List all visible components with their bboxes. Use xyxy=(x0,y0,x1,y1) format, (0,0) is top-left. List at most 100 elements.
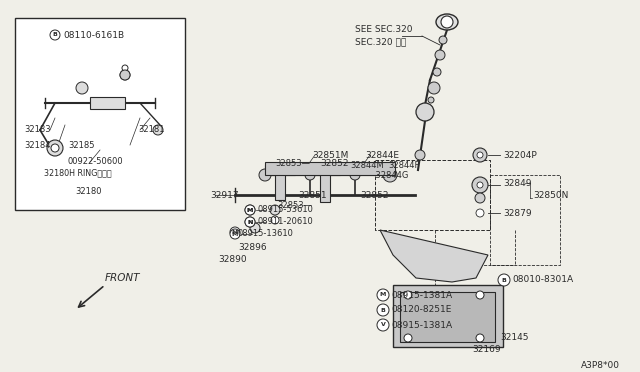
Text: 32204P: 32204P xyxy=(503,151,537,160)
Text: 32849: 32849 xyxy=(503,179,531,187)
Text: 32184: 32184 xyxy=(24,141,51,150)
Circle shape xyxy=(477,152,483,158)
Text: M: M xyxy=(247,208,253,212)
Circle shape xyxy=(476,291,484,299)
Circle shape xyxy=(153,125,163,135)
Polygon shape xyxy=(265,165,295,200)
Text: SEC.320 参照: SEC.320 参照 xyxy=(355,38,406,46)
Circle shape xyxy=(475,193,485,203)
Circle shape xyxy=(472,177,488,193)
Text: 08110-6161B: 08110-6161B xyxy=(63,31,124,39)
Text: FRONT: FRONT xyxy=(105,273,141,283)
Text: 08911-20610: 08911-20610 xyxy=(258,218,314,227)
Circle shape xyxy=(250,223,260,233)
Text: B: B xyxy=(381,308,385,312)
Circle shape xyxy=(383,168,397,182)
Text: 32851: 32851 xyxy=(298,190,326,199)
Text: 08915-1381A: 08915-1381A xyxy=(391,291,452,299)
Circle shape xyxy=(435,50,445,60)
Circle shape xyxy=(433,68,441,76)
Text: 32851M: 32851M xyxy=(312,151,348,160)
Bar xyxy=(400,292,495,342)
Text: 32145: 32145 xyxy=(500,334,529,343)
Text: B: B xyxy=(502,278,506,282)
Circle shape xyxy=(477,182,483,188)
Circle shape xyxy=(122,65,128,71)
Circle shape xyxy=(305,170,315,180)
Text: —32844G: —32844G xyxy=(368,170,410,180)
Circle shape xyxy=(404,334,412,342)
Circle shape xyxy=(416,103,434,121)
Circle shape xyxy=(476,334,484,342)
Bar xyxy=(90,97,125,109)
Text: 32890: 32890 xyxy=(218,256,246,264)
Text: 32844F: 32844F xyxy=(388,160,419,170)
Text: 32896: 32896 xyxy=(238,244,267,253)
Circle shape xyxy=(377,319,389,331)
Circle shape xyxy=(377,304,389,316)
Text: B: B xyxy=(52,32,58,38)
Text: 32917: 32917 xyxy=(210,190,239,199)
Bar xyxy=(393,285,503,347)
Circle shape xyxy=(476,209,484,217)
Circle shape xyxy=(377,289,389,301)
Circle shape xyxy=(50,30,60,40)
Text: M: M xyxy=(232,231,238,237)
Text: 32169: 32169 xyxy=(472,346,500,355)
Polygon shape xyxy=(380,230,488,282)
Text: 08915-1381A: 08915-1381A xyxy=(391,321,452,330)
Text: N: N xyxy=(247,219,253,224)
Text: M: M xyxy=(232,230,238,234)
Text: 32183: 32183 xyxy=(24,125,51,135)
Circle shape xyxy=(441,16,453,28)
Text: 08010-8301A: 08010-8301A xyxy=(512,276,573,285)
Text: SEE SEC.320: SEE SEC.320 xyxy=(355,26,413,35)
Circle shape xyxy=(428,97,434,103)
Text: 32180H RINGリング: 32180H RINGリング xyxy=(44,169,111,177)
Text: 32879: 32879 xyxy=(503,208,532,218)
Polygon shape xyxy=(310,165,340,202)
Text: M: M xyxy=(380,292,386,298)
Text: 08915-13610: 08915-13610 xyxy=(238,228,294,237)
Text: 00922-50600: 00922-50600 xyxy=(68,157,124,167)
Text: 32185: 32185 xyxy=(68,141,95,150)
Circle shape xyxy=(245,205,255,215)
Text: V: V xyxy=(381,323,385,327)
Circle shape xyxy=(271,216,279,224)
Circle shape xyxy=(230,229,240,239)
Ellipse shape xyxy=(436,14,458,30)
Circle shape xyxy=(120,70,130,80)
Text: 32850N: 32850N xyxy=(533,190,568,199)
Circle shape xyxy=(47,140,63,156)
Circle shape xyxy=(51,144,59,152)
Circle shape xyxy=(428,82,440,94)
Text: 32853—: 32853— xyxy=(275,158,310,167)
Text: 32852: 32852 xyxy=(320,158,349,167)
Text: 32853—: 32853— xyxy=(277,201,312,209)
Text: 08120-8251E: 08120-8251E xyxy=(391,305,451,314)
Circle shape xyxy=(270,205,280,215)
Bar xyxy=(265,162,395,175)
Text: N: N xyxy=(247,219,253,224)
Text: 32180: 32180 xyxy=(75,187,102,196)
Circle shape xyxy=(498,274,510,286)
Text: M: M xyxy=(247,208,253,212)
Circle shape xyxy=(245,205,255,215)
Circle shape xyxy=(76,82,88,94)
Text: 32852: 32852 xyxy=(360,190,388,199)
Circle shape xyxy=(404,291,412,299)
Circle shape xyxy=(350,170,360,180)
Text: 08915-53610: 08915-53610 xyxy=(258,205,314,215)
Circle shape xyxy=(415,150,425,160)
Circle shape xyxy=(473,148,487,162)
Text: 32844M: 32844M xyxy=(350,160,384,170)
Circle shape xyxy=(230,227,240,237)
Circle shape xyxy=(259,169,271,181)
Circle shape xyxy=(439,36,447,44)
Circle shape xyxy=(245,217,255,227)
Bar xyxy=(15,18,185,210)
Text: 32844E: 32844E xyxy=(365,151,399,160)
Text: A3P8*00: A3P8*00 xyxy=(581,360,620,369)
Circle shape xyxy=(120,70,130,80)
Circle shape xyxy=(245,217,255,227)
